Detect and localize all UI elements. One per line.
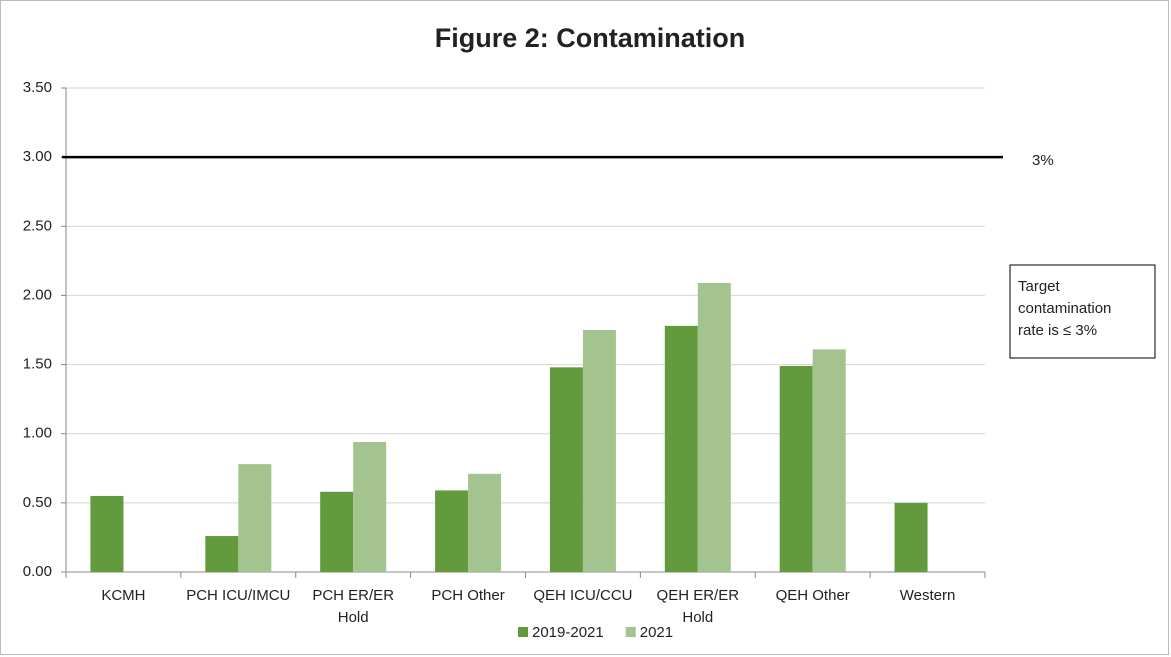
bar: [664, 325, 698, 572]
legend-label: 2021: [640, 624, 673, 641]
y-tick-label: 0.00: [23, 563, 52, 580]
y-tick-label: 1.50: [23, 356, 52, 373]
bar: [582, 330, 616, 572]
y-tick-label: 3.00: [23, 148, 52, 165]
target-label: 3%: [1032, 152, 1054, 169]
bar: [697, 282, 731, 572]
x-tick-label: QEH ER/ER Hold: [657, 587, 740, 626]
x-tick-label: PCH ER/ER Hold: [312, 587, 394, 626]
bar: [468, 473, 502, 572]
y-tick-label: 2.00: [23, 286, 52, 303]
bar: [205, 536, 239, 572]
x-tick-label: KCMH: [101, 587, 145, 604]
y-tick-label: 1.00: [23, 425, 52, 442]
legend-swatch: [518, 627, 528, 637]
x-tick-label: QEH ICU/CCU: [533, 587, 632, 604]
y-tick-label: 3.50: [23, 79, 52, 96]
x-tick-label: Western: [900, 587, 956, 604]
y-tick-label: 2.50: [23, 217, 52, 234]
y-tick-label: 0.50: [23, 494, 52, 511]
chart-title: Figure 2: Contamination: [435, 23, 746, 53]
legend-swatch: [625, 627, 636, 637]
bar: [812, 349, 846, 572]
x-tick-label: PCH ICU/IMCU: [186, 587, 290, 604]
bar: [779, 365, 813, 572]
x-tick-label: QEH Other: [776, 587, 850, 604]
bar: [353, 442, 387, 572]
bar: [320, 491, 354, 572]
annotation-text: Target: [1018, 278, 1061, 295]
annotation-text: rate is ≤ 3%: [1018, 322, 1097, 339]
bar: [435, 490, 469, 572]
x-tick-label: PCH Other: [431, 587, 504, 604]
legend-label: 2019-2021: [532, 624, 604, 641]
annotation-box: [1009, 264, 1156, 359]
bar: [90, 495, 124, 572]
annotation-text: contamination: [1018, 300, 1111, 317]
bar: [549, 367, 583, 572]
bar: [894, 502, 928, 572]
bar: [238, 464, 272, 572]
